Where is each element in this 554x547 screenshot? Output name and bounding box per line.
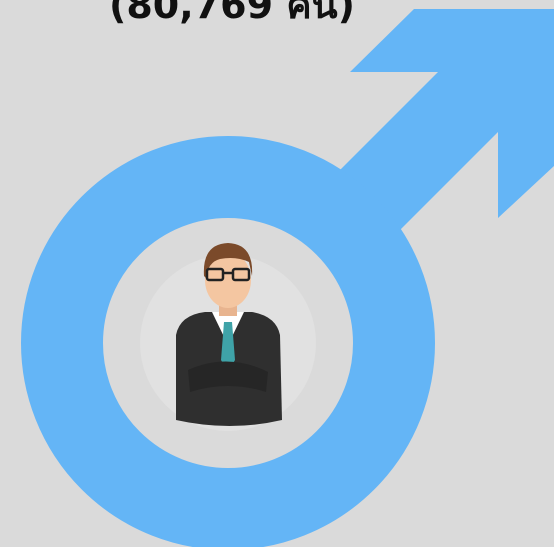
page: (80,769 คน) (() => { const data = JSON.p… [0, 0, 554, 547]
infographic: (80,769 คน) [0, 0, 554, 547]
count-label: (80,769 คน) [109, 0, 355, 27]
